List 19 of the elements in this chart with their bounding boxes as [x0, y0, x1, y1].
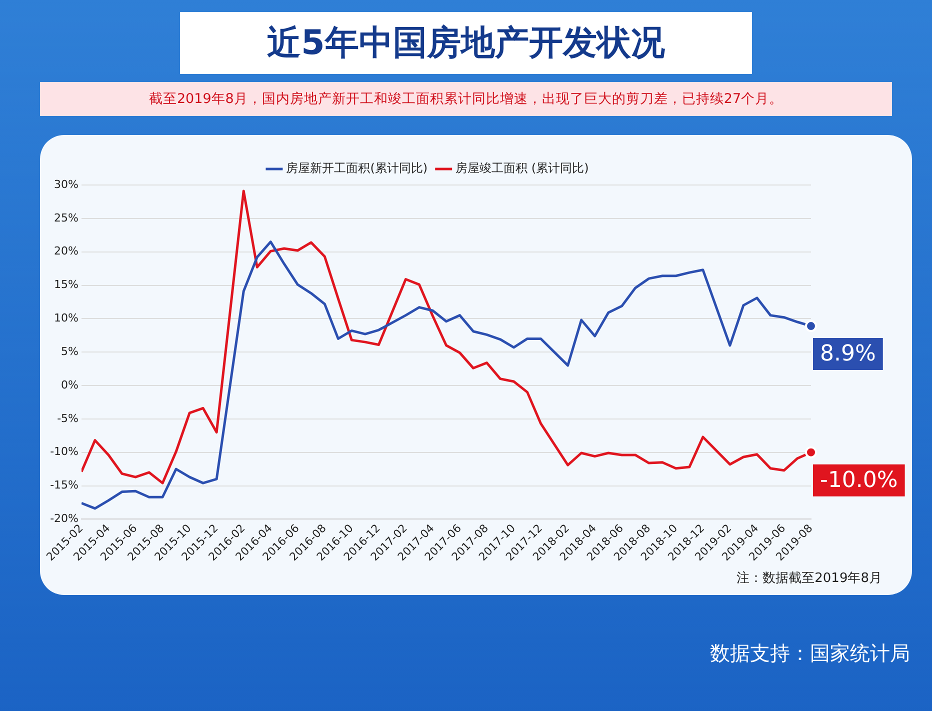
y-tick-label: 0%	[61, 378, 78, 392]
legend-label: 房屋新开工面积(累计同比)	[286, 161, 428, 176]
text: 数据支持：国家统计局	[710, 640, 910, 667]
y-tick-label: -10%	[50, 445, 78, 458]
y-tick-label: -15%	[50, 478, 78, 492]
y-tick-label: 20%	[54, 244, 78, 258]
annotation: 8.9%	[820, 342, 876, 367]
y-tick-label: -20%	[50, 512, 78, 526]
chart-title: 近5年中国房地产开发状况	[180, 12, 752, 74]
y-tick-label: 10%	[54, 312, 78, 325]
legend-label: 房屋竣工面积 (累计同比)	[456, 161, 589, 176]
y-tick-label: 15%	[54, 278, 78, 292]
y-tick-label: -5%	[57, 412, 78, 425]
y-tick-label: 25%	[54, 211, 78, 224]
y-tick-label: 5%	[61, 344, 78, 358]
y-tick-label: 30%	[54, 178, 78, 191]
text: 注：数据截至2019年8月	[736, 570, 882, 587]
annotation: -10.0%	[820, 468, 898, 494]
chart-subtitle: 截至2019年8月，国内房地产新开工和竣工面积累计同比增速，出现了巨大的剪刀差，已持续27个月。	[40, 82, 892, 116]
